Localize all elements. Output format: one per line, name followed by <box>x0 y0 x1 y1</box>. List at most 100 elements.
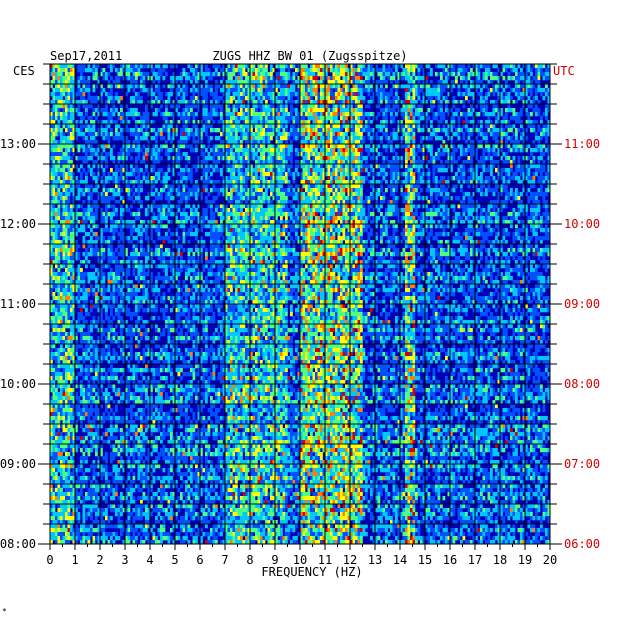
heat-cell <box>102 136 106 141</box>
heat-cell <box>300 188 303 193</box>
heat-cell <box>480 140 483 145</box>
heat-cell <box>90 68 93 73</box>
heat-cell <box>135 84 138 89</box>
heat-cell <box>345 124 348 129</box>
heat-cell <box>182 108 186 113</box>
heat-cell <box>200 100 203 105</box>
heat-cell <box>540 128 543 133</box>
heat-cell <box>370 68 373 73</box>
heat-cell <box>230 172 233 177</box>
heat-cell <box>232 188 236 193</box>
heat-cell <box>212 180 216 185</box>
heat-cell <box>305 128 308 133</box>
heat-cell <box>50 188 53 193</box>
heat-cell <box>315 76 318 81</box>
heat-cell <box>532 128 536 133</box>
heat-cell <box>212 148 216 153</box>
heat-cell <box>345 92 348 97</box>
heat-cell <box>65 100 68 105</box>
heat-cell <box>312 92 316 97</box>
heat-cell <box>347 88 351 93</box>
heat-cell <box>262 108 266 113</box>
heat-cell <box>217 112 221 117</box>
heat-cell <box>60 80 63 85</box>
heat-cell <box>312 200 316 205</box>
heat-cell <box>120 168 123 173</box>
heat-cell <box>180 132 183 137</box>
heat-cell <box>65 112 68 117</box>
heat-cell <box>77 132 81 137</box>
heat-cell <box>460 144 463 149</box>
heat-cell <box>60 96 63 101</box>
heat-cell <box>457 68 461 73</box>
heat-cell <box>272 104 276 109</box>
heat-cell <box>367 100 371 105</box>
heat-cell <box>285 112 288 117</box>
heat-cell <box>175 104 178 109</box>
heat-cell <box>342 172 346 177</box>
heat-cell <box>280 168 283 173</box>
heat-cell <box>162 100 166 105</box>
heat-cell <box>335 172 338 177</box>
heat-cell <box>362 156 366 161</box>
heat-cell <box>302 172 306 177</box>
heat-cell <box>507 168 511 173</box>
heat-cell <box>77 188 81 193</box>
heat-cell <box>65 192 68 197</box>
heat-cell <box>230 64 233 69</box>
heat-cell <box>230 152 233 157</box>
heat-cell <box>400 172 403 177</box>
heat-cell <box>150 84 153 89</box>
heat-cell <box>92 72 96 77</box>
heat-cell <box>515 84 518 89</box>
heat-cell <box>442 168 446 173</box>
heat-cell <box>382 92 386 97</box>
heat-cell <box>275 196 278 201</box>
heat-cell <box>275 140 278 145</box>
heat-cell <box>130 156 133 161</box>
heat-cell <box>355 120 358 125</box>
heat-cell <box>237 200 241 205</box>
heat-cell <box>265 160 268 165</box>
heat-cell <box>480 120 483 125</box>
heat-cell <box>502 96 506 101</box>
heat-cell <box>422 96 426 101</box>
heat-cell <box>225 116 228 121</box>
heat-cell <box>522 72 526 77</box>
heat-cell <box>400 108 403 113</box>
heat-cell <box>337 140 341 145</box>
heat-cell <box>70 184 73 189</box>
heat-cell <box>92 132 96 137</box>
heat-cell <box>172 196 176 201</box>
heat-cell <box>445 100 448 105</box>
heat-cell <box>255 104 258 109</box>
heat-cell <box>392 84 396 89</box>
heat-cell <box>327 116 331 121</box>
heat-cell <box>507 180 511 185</box>
heat-cell <box>55 172 58 177</box>
heat-cell <box>85 172 88 177</box>
heatmap-cells <box>50 64 551 545</box>
heat-cell <box>367 104 371 109</box>
heat-cell <box>440 188 443 193</box>
heat-cell <box>487 72 491 77</box>
heat-cell <box>307 160 311 165</box>
heat-cell <box>357 104 361 109</box>
heat-cell <box>472 168 476 173</box>
heat-cell <box>285 176 288 181</box>
heat-cell <box>405 132 408 137</box>
heat-cell <box>122 116 126 121</box>
heat-cell <box>475 72 478 77</box>
heat-cell <box>515 88 518 93</box>
heat-cell <box>190 128 193 133</box>
heat-cell <box>410 76 413 81</box>
heat-cell <box>250 144 253 149</box>
heat-cell <box>187 76 191 81</box>
heat-cell <box>115 192 118 197</box>
heat-cell <box>230 116 233 121</box>
heat-cell <box>185 124 188 129</box>
heat-cell <box>212 96 216 101</box>
heat-cell <box>235 148 238 153</box>
heat-cell <box>452 64 456 69</box>
heat-cell <box>237 84 241 89</box>
